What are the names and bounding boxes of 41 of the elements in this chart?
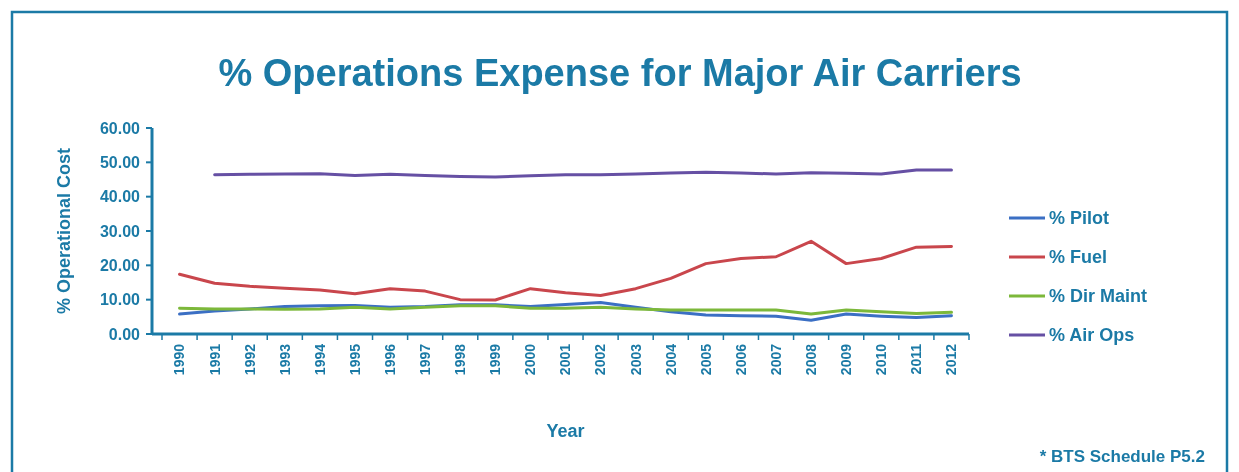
x-tick-label: 1998 [452,343,469,376]
y-tick-label: 10.00 [99,291,141,309]
x-tick-label: 2003 [627,343,644,376]
x-tick-label: 2008 [803,343,820,376]
x-axis-title: Year [546,421,585,441]
legend-label: % Pilot [1049,208,1110,229]
x-tick-label: 1994 [311,343,328,376]
line-series [178,239,953,302]
line-series [213,168,953,179]
x-tick-label: 2005 [697,343,714,376]
x-tick-label: 2002 [592,343,609,376]
x-tick-label: 1991 [206,343,223,376]
x-tick-label: 2011 [908,343,925,375]
y-tick-label: 20.00 [99,256,141,274]
x-tick-label: 1999 [487,343,504,376]
line-series [178,304,953,316]
x-tick-label: 2009 [838,343,855,376]
y-axis-title: % Operational Cost [54,147,74,315]
x-tick-label: 1996 [381,343,398,376]
chart-title: % Operations Expense for Major Air Carriers [218,52,1022,94]
x-tick-label: 2000 [522,343,539,376]
y-tick-label: 30.00 [99,222,141,240]
legend-label: % Fuel [1049,247,1108,268]
x-tick-label: 2007 [767,343,784,376]
y-tick-label: 0.00 [108,325,141,343]
y-tick-label: 60.00 [99,119,141,137]
x-tick-label: 1990 [171,343,188,376]
x-tick-label: 2012 [943,343,960,376]
x-tick-label: 2001 [557,343,574,376]
x-tick-label: 1997 [417,343,434,376]
x-tick-label: 2006 [732,343,749,376]
text: * BTS Schedule P5.2 [1039,447,1205,466]
x-tick-label: 1993 [276,343,293,376]
x-tick-label: 1995 [346,343,363,376]
legend-label: % Air Ops [1049,325,1135,346]
legend-label: % Dir Maint [1049,286,1148,307]
x-tick-label: 1992 [241,343,258,376]
y-tick-label: 40.00 [99,188,141,206]
y-tick-label: 50.00 [99,153,141,171]
x-tick-label: 2004 [662,343,679,376]
x-tick-label: 2010 [873,343,890,376]
